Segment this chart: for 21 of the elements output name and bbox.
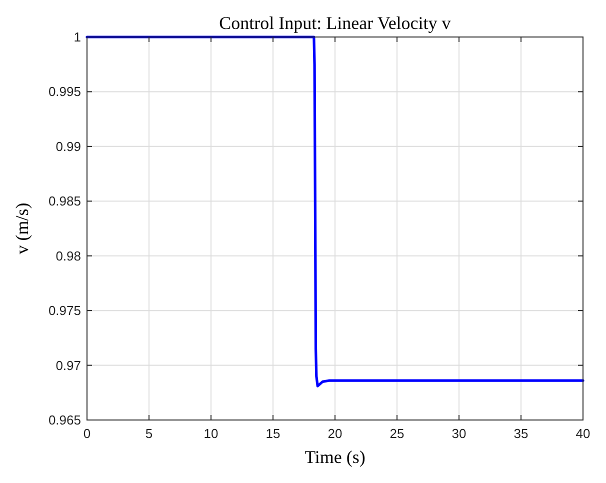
- chart-title: Control Input: Linear Velocity v: [219, 13, 451, 33]
- y-tick-label: 0.965: [48, 412, 81, 428]
- y-tick-label: 0.995: [48, 84, 81, 100]
- x-tick-label: 35: [514, 426, 528, 441]
- y-tick-label: 0.975: [48, 303, 81, 318]
- x-tick-label: 5: [145, 426, 153, 441]
- y-tick-label: 0.97: [56, 358, 81, 373]
- x-tick-label: 40: [576, 426, 590, 441]
- x-tick-label: 30: [452, 426, 466, 441]
- x-axis-title: Time (s): [304, 447, 366, 467]
- y-tick-label: 0.985: [48, 194, 81, 209]
- x-tick-label: 20: [328, 426, 342, 441]
- x-tick-label: 25: [390, 426, 404, 441]
- x-tick-label: 10: [204, 426, 218, 441]
- y-tick-label: 0.98: [56, 248, 81, 264]
- x-tick-label: 0: [83, 426, 91, 441]
- y-tick-label: 0.99: [56, 138, 81, 154]
- line-series: [86, 36, 584, 388]
- y-axis-title: v (m/s): [12, 202, 32, 254]
- y-tick-label: 1: [74, 30, 81, 44]
- x-tick-label: 15: [266, 426, 280, 441]
